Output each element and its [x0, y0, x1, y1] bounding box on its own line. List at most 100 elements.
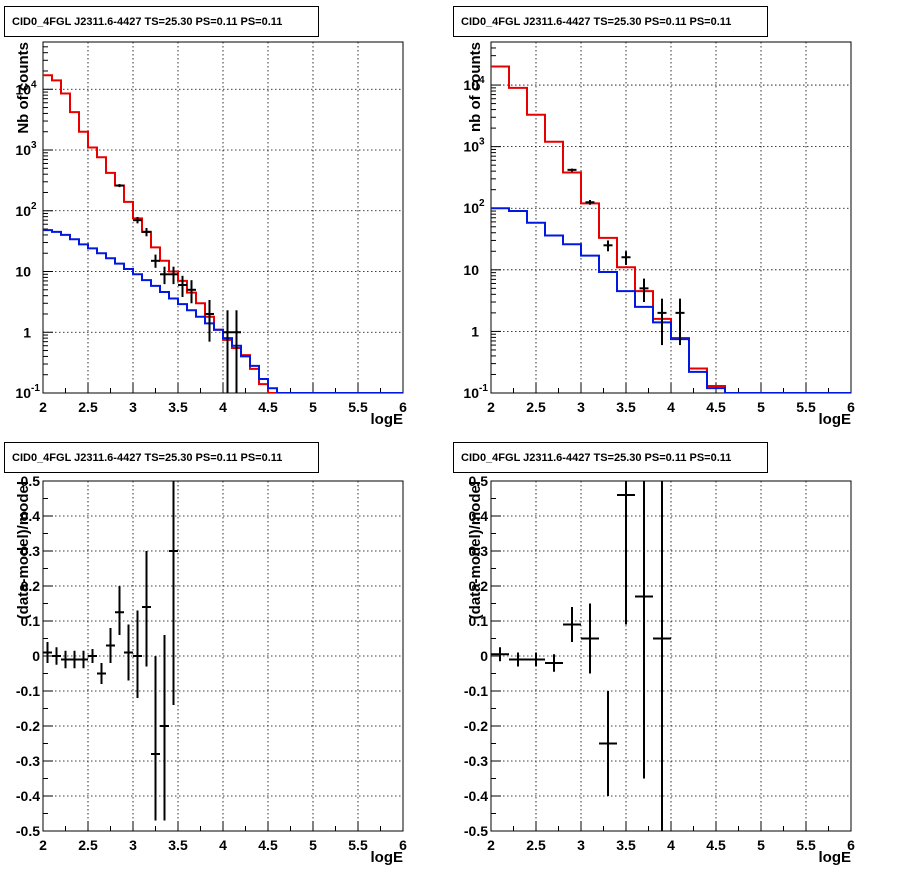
data-point: [567, 168, 577, 172]
y-axis-title: (data-model)/model: [467, 481, 484, 619]
data-point: [52, 647, 61, 665]
data-point: [61, 650, 70, 669]
x-tick-label: 5.5: [796, 399, 816, 415]
y-tick-label: 0: [480, 648, 488, 664]
y-tick-exponent: 4: [479, 75, 485, 86]
chart-panel-2: CID0_4FGL J2311.6-4427 TS=25.30 PS=0.11 …: [453, 6, 855, 428]
histogram-model-source: [43, 229, 403, 393]
y-tick-label: 1: [471, 323, 479, 339]
title-box: [4, 442, 319, 473]
chart-panel-4: CID0_4FGL J2311.6-4427 TS=25.30 PS=0.11 …: [453, 442, 855, 866]
x-tick-label: 4: [219, 399, 227, 415]
data-point: [160, 266, 169, 285]
data-points: [115, 184, 241, 393]
y-tick-label: 10: [15, 142, 31, 158]
data-point: [675, 298, 685, 346]
data-point: [97, 663, 106, 684]
x-tick-label: 5.5: [348, 399, 368, 415]
data-point: [635, 481, 653, 779]
x-tick-label: 3: [577, 399, 585, 415]
data-points: [567, 168, 685, 346]
data-point: [151, 254, 160, 268]
y-tick-exponent: 3: [31, 140, 37, 151]
x-tick-label: 2.5: [526, 837, 546, 853]
y-tick-label: 10: [15, 264, 31, 280]
data-point: [585, 200, 595, 205]
y-tick-label: -0.1: [16, 683, 40, 699]
data-point: [115, 184, 124, 188]
data-points: [491, 481, 671, 831]
y-tick-label: 10: [15, 203, 31, 219]
x-axis-title: logE: [819, 411, 852, 428]
data-point: [509, 652, 527, 667]
x-axis-title: logE: [371, 849, 404, 866]
y-tick-label: 0.1: [469, 613, 489, 629]
x-tick-label: 4: [667, 837, 675, 853]
data-point: [621, 251, 631, 265]
y-tick-label: -0.2: [16, 718, 40, 734]
y-tick-label: -0.5: [16, 823, 40, 839]
x-tick-label: 2: [487, 399, 495, 415]
x-axis-title: logE: [819, 849, 852, 866]
y-tick-exponent: 4: [31, 79, 37, 90]
x-tick-label: 4: [219, 837, 227, 853]
data-point: [169, 481, 178, 705]
x-tick-label: 4.5: [706, 837, 726, 853]
x-tick-label: 6: [847, 399, 855, 415]
data-point: [142, 551, 151, 667]
y-tick-label: 10: [463, 139, 479, 155]
x-tick-label: 2.5: [78, 399, 98, 415]
chart-panel-3: CID0_4FGL J2311.6-4427 TS=25.30 PS=0.11 …: [4, 442, 407, 866]
y-tick-label: -0.4: [16, 788, 40, 804]
x-tick-label: 5: [309, 399, 317, 415]
x-tick-label: 4.5: [706, 399, 726, 415]
y-axis-title: (data-model)/model: [15, 481, 32, 619]
x-tick-label: 2.5: [526, 399, 546, 415]
y-tick-label: 0.4: [21, 508, 41, 524]
y-axis-title: nb of counts: [467, 42, 484, 132]
data-point: [187, 280, 196, 304]
x-tick-label: 6: [399, 399, 407, 415]
y-tick-label: 10: [15, 385, 31, 401]
x-tick-label: 4: [667, 399, 675, 415]
y-tick-exponent: 2: [479, 198, 485, 209]
grid: [43, 481, 403, 831]
data-point: [653, 481, 671, 831]
data-point: [603, 240, 613, 252]
chart-title: CID0_4FGL J2311.6-4427 TS=25.30 PS=0.11 …: [461, 16, 731, 28]
data-point: [232, 310, 241, 393]
y-tick-label: -0.3: [464, 753, 488, 769]
chart-panel-1: CID0_4FGL J2311.6-4427 TS=25.30 PS=0.11 …: [4, 6, 407, 428]
data-point: [70, 650, 79, 669]
plot-area: [43, 74, 403, 393]
x-tick-label: 3: [129, 399, 137, 415]
x-tick-label: 3.5: [168, 399, 188, 415]
data-point: [205, 299, 214, 342]
y-tick-label: 10: [463, 385, 479, 401]
data-point: [527, 652, 545, 667]
data-point: [142, 228, 151, 237]
data-point: [124, 624, 133, 681]
x-axis-title: logE: [371, 411, 404, 428]
title-box: [4, 6, 319, 37]
chart-title: CID0_4FGL J2311.6-4427 TS=25.30 PS=0.11 …: [12, 16, 282, 28]
x-tick-label: 6: [399, 837, 407, 853]
data-point: [639, 278, 649, 303]
x-tick-label: 5: [309, 837, 317, 853]
data-points: [43, 481, 178, 821]
x-tick-label: 2: [487, 837, 495, 853]
data-point: [79, 650, 88, 669]
y-tick-label: 1: [23, 324, 31, 340]
y-tick-label: 0.1: [21, 613, 41, 629]
plot-area: [491, 481, 671, 831]
y-tick-label: -0.2: [464, 718, 488, 734]
histogram-model-source: [491, 207, 851, 393]
x-tick-label: 3.5: [616, 837, 636, 853]
chart-title: CID0_4FGL J2311.6-4427 TS=25.30 PS=0.11 …: [12, 452, 282, 464]
y-tick-label: 10: [463, 200, 479, 216]
y-tick-label: 0.5: [21, 473, 41, 489]
data-point: [581, 603, 599, 674]
y-tick-label: 0.5: [469, 473, 489, 489]
x-tick-label: 5: [757, 837, 765, 853]
